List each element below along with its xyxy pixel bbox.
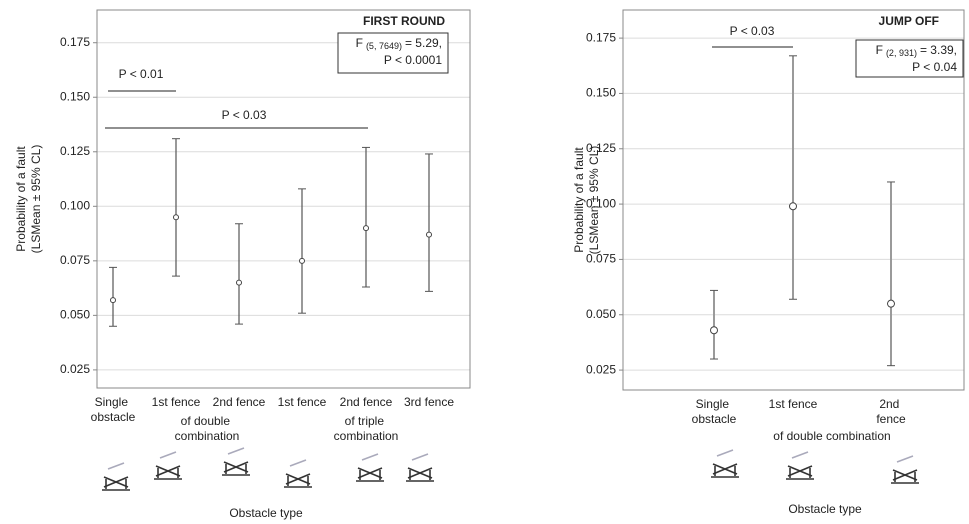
y-tick-label: 0.100	[60, 198, 90, 212]
mean-point	[300, 258, 305, 263]
obstacle-icon	[154, 452, 182, 479]
stat-df: (5, 7649)	[366, 41, 402, 51]
mean-point	[111, 298, 116, 303]
icon-stroke	[228, 448, 244, 454]
x-tick-label: Single obstacle	[692, 397, 737, 426]
icon-stroke	[108, 463, 124, 469]
x-axis-label: Obstacle type	[788, 502, 862, 516]
mean-point	[174, 215, 179, 220]
y-tick-label: 0.025	[60, 362, 90, 376]
x-tick-label: 1st fence	[152, 395, 201, 409]
stat-value: = 5.29,	[405, 36, 442, 50]
obstacle-icon	[891, 456, 919, 483]
y-tick-label: 0.175	[60, 35, 90, 49]
mean-point	[237, 280, 242, 285]
stat-df: (2, 931)	[886, 48, 917, 58]
x-tick-label: 2nd fence	[340, 395, 393, 409]
y-axis-label-line: Probability of a fault	[14, 146, 28, 252]
stat-f: F	[876, 43, 883, 57]
stat-f: F	[356, 36, 363, 50]
y-axis-label: Probability of a fault(LSMean ± 95% CL)	[572, 146, 601, 255]
group-label: of double combination	[773, 429, 890, 443]
y-axis-label-line: Probability of a fault	[572, 147, 586, 253]
x-tick-label: 2nd fence	[213, 395, 266, 409]
figure: 0.025 0.050 0.075 0.100 0.125 0.150 0.175 FIRST…	[0, 0, 969, 524]
x-tick-label: 2nd fence	[876, 397, 906, 426]
y-axis-label-line: (LSMean ± 95% CL)	[29, 145, 43, 254]
mean-point	[427, 232, 432, 237]
obstacle-icon	[102, 463, 130, 490]
icon-stroke	[717, 450, 733, 456]
group-label: of triple combination	[334, 414, 399, 443]
y-tick-label: 0.125	[60, 144, 90, 158]
stat-value: = 3.39,	[920, 43, 957, 57]
y-tick-label: 0.150	[60, 89, 90, 103]
panel-title: FIRST ROUND	[363, 14, 445, 28]
mean-point	[790, 203, 797, 210]
y-tick-label: 0.050	[60, 308, 90, 322]
icon-stroke	[290, 460, 306, 466]
group-label: of double combination	[175, 414, 240, 443]
icon-stroke	[792, 452, 808, 458]
obstacle-icon	[284, 460, 312, 487]
icon-stroke	[897, 456, 913, 462]
obstacle-icon	[222, 448, 250, 475]
x-tick-label: 3rd fence	[404, 395, 454, 409]
y-tick-label: 0.175	[586, 30, 616, 44]
y-tick-label: 0.075	[60, 253, 90, 267]
obstacle-icon	[406, 454, 434, 481]
icon-stroke	[362, 454, 378, 460]
comparison-label: P < 0.03	[222, 108, 267, 122]
comparison-label: P < 0.01	[119, 67, 164, 81]
obstacle-icon	[711, 450, 739, 477]
comparison-label: P < 0.03	[730, 24, 775, 38]
y-tick-label: 0.050	[586, 307, 616, 321]
obstacle-icon	[356, 454, 384, 481]
x-tick-label: 1st fence	[278, 395, 327, 409]
mean-point	[364, 226, 369, 231]
x-axis-label: Obstacle type	[229, 506, 303, 520]
y-axis-label-line: (LSMean ± 95% CL)	[587, 146, 601, 255]
y-axis-label: Probability of a fault(LSMean ± 95% CL)	[14, 145, 43, 254]
x-tick-label: 1st fence	[769, 397, 818, 411]
icon-stroke	[160, 452, 176, 458]
stat-p: P < 0.04	[912, 60, 957, 74]
obstacle-icon	[786, 452, 814, 479]
y-tick-label: 0.025	[586, 362, 616, 376]
y-tick-label: 0.150	[586, 86, 616, 100]
icon-stroke	[412, 454, 428, 460]
x-tick-label: Single obstacle	[91, 395, 136, 424]
stat-p: P < 0.0001	[384, 53, 442, 67]
mean-point	[711, 327, 718, 334]
mean-point	[888, 300, 895, 307]
panel-title: JUMP OFF	[879, 14, 939, 28]
